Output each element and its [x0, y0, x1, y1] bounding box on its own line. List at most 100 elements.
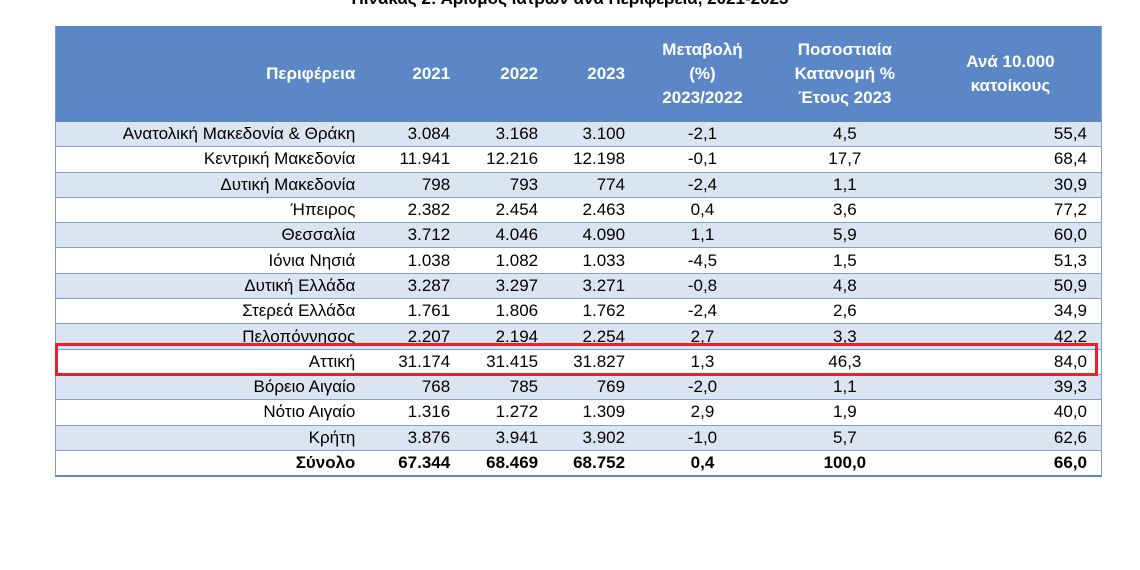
header-share-line3: Έτους 2023	[798, 88, 892, 107]
cell-region: Πελοπόννησος	[55, 323, 366, 350]
table-row: Στερεά Ελλάδα 1.761 1.806 1.762 -2,4 2,6…	[55, 298, 1102, 325]
cell-region: Βόρειο Αιγαίο	[55, 374, 366, 401]
cell-change: -2,4	[635, 172, 770, 198]
cell-2022: 785	[460, 374, 549, 401]
cell-region: Θεσσαλία	[55, 222, 366, 249]
cell-share: 46,3	[769, 349, 920, 375]
cell-region: Κρήτη	[55, 425, 366, 451]
cell-region: Στερεά Ελλάδα	[55, 298, 366, 325]
cell-change: 1,3	[635, 349, 770, 375]
cell-2023: 774	[548, 172, 636, 198]
cell-2022: 3.941	[460, 425, 549, 451]
cell-2023: 3.902	[548, 425, 636, 451]
cell-share: 3,3	[769, 323, 920, 350]
header-region: Περιφέρεια	[55, 26, 366, 122]
table-row: Δυτική Μακεδονία 798 793 774 -2,4 1,1 30…	[55, 172, 1102, 198]
cell-share: 3,6	[769, 197, 920, 224]
header-change-line2: (%)	[689, 64, 716, 83]
cell-2022: 1.082	[460, 247, 549, 274]
header-change: Μεταβολή (%) 2023/2022	[635, 26, 770, 122]
cell-2021: 2.207	[365, 323, 461, 350]
cell-change: 2,7	[635, 323, 770, 350]
total-2021: 67.344	[365, 450, 461, 478]
table-row: Ανατολική Μακεδονία & Θράκη 3.084 3.168 …	[55, 122, 1102, 148]
total-per-capita: 66,0	[919, 450, 1102, 478]
cell-2021: 2.382	[365, 197, 461, 224]
cell-2021: 1.316	[365, 399, 461, 426]
cell-2021: 798	[365, 172, 461, 198]
header-share-line2: Κατανομή %	[794, 64, 896, 83]
physicians-by-region-table: Περιφέρεια 2021 2022 2023 Μεταβολή (%) 2…	[55, 26, 1102, 478]
cell-change: 0,4	[635, 197, 770, 224]
table-row: Βόρειο Αιγαίο 768 785 769 -2,0 1,1 39,3	[55, 374, 1102, 401]
cell-2022: 3.168	[460, 122, 549, 148]
total-row: Σύνολο 67.344 68.469 68.752 0,4 100,0 66…	[55, 450, 1102, 478]
header-per-line1: Ανά 10.000	[966, 52, 1055, 71]
cell-per-capita: 68,4	[919, 146, 1102, 173]
table-row: Θεσσαλία 3.712 4.046 4.090 1,1 5,9 60,0	[55, 222, 1102, 249]
cell-2021: 3.712	[365, 222, 461, 249]
header-change-line3: 2023/2022	[662, 88, 743, 107]
cell-change: -0,1	[635, 146, 770, 173]
cell-2022: 31.415	[460, 349, 549, 375]
cell-2021: 31.174	[365, 349, 461, 375]
cell-2021: 3.287	[365, 273, 461, 300]
cell-region: Ανατολική Μακεδονία & Θράκη	[55, 122, 366, 148]
cell-2022: 793	[460, 172, 549, 198]
total-change: 0,4	[635, 450, 770, 478]
cell-per-capita: 50,9	[919, 273, 1102, 300]
cell-2023: 2.463	[548, 197, 636, 224]
header-2023: 2023	[548, 26, 636, 122]
table-row: Δυτική Ελλάδα 3.287 3.297 3.271 -0,8 4,8…	[55, 273, 1102, 300]
cell-change: -2,4	[635, 298, 770, 325]
cell-2023: 1.309	[548, 399, 636, 426]
cell-per-capita: 55,4	[919, 122, 1102, 148]
cell-2021: 3.876	[365, 425, 461, 451]
header-row: Περιφέρεια 2021 2022 2023 Μεταβολή (%) 2…	[55, 26, 1102, 122]
cell-per-capita: 77,2	[919, 197, 1102, 224]
cell-2023: 1.762	[548, 298, 636, 325]
cell-2023: 769	[548, 374, 636, 401]
header-per-line2: κατοίκους	[970, 76, 1051, 95]
cell-2023: 3.100	[548, 122, 636, 148]
header-2021: 2021	[365, 26, 461, 122]
cell-share: 5,9	[769, 222, 920, 249]
cell-share: 17,7	[769, 146, 920, 173]
header-change-line1: Μεταβολή	[662, 40, 743, 59]
cell-2023: 3.271	[548, 273, 636, 300]
total-label: Σύνολο	[55, 450, 366, 478]
cell-per-capita: 60,0	[919, 222, 1102, 249]
cell-share: 1,1	[769, 374, 920, 401]
table-row: Αττική 31.174 31.415 31.827 1,3 46,3 84,…	[55, 349, 1102, 375]
cell-per-capita: 34,9	[919, 298, 1102, 325]
cell-2022: 3.297	[460, 273, 549, 300]
cell-share: 4,8	[769, 273, 920, 300]
cell-2021: 11.941	[365, 146, 461, 173]
cell-per-capita: 30,9	[919, 172, 1102, 198]
cell-change: -2,1	[635, 122, 770, 148]
cell-per-capita: 84,0	[919, 349, 1102, 375]
cell-per-capita: 42,2	[919, 323, 1102, 350]
header-share-line1: Ποσοστιαία	[797, 40, 892, 59]
cell-share: 1,1	[769, 172, 920, 198]
cell-region: Νότιο Αιγαίο	[55, 399, 366, 426]
table-row: Κρήτη 3.876 3.941 3.902 -1,0 5,7 62,6	[55, 425, 1102, 451]
total-2022: 68.469	[460, 450, 549, 478]
cell-region: Δυτική Μακεδονία	[55, 172, 366, 198]
table-title: Πίνακας 2: Αριθμός ιατρών ανά Περιφέρεια…	[0, 0, 1140, 9]
cell-2022: 1.806	[460, 298, 549, 325]
cell-2022: 2.454	[460, 197, 549, 224]
cell-change: -1,0	[635, 425, 770, 451]
cell-per-capita: 62,6	[919, 425, 1102, 451]
cell-2022: 1.272	[460, 399, 549, 426]
total-2023: 68.752	[548, 450, 636, 478]
table-row: Νότιο Αιγαίο 1.316 1.272 1.309 2,9 1,9 4…	[55, 399, 1102, 426]
cell-share: 5,7	[769, 425, 920, 451]
cell-per-capita: 39,3	[919, 374, 1102, 401]
cell-region: Αττική	[55, 349, 366, 375]
cell-2021: 768	[365, 374, 461, 401]
cell-2023: 31.827	[548, 349, 636, 375]
table-row: Ήπειρος 2.382 2.454 2.463 0,4 3,6 77,2	[55, 197, 1102, 224]
cell-per-capita: 40,0	[919, 399, 1102, 426]
cell-2023: 4.090	[548, 222, 636, 249]
